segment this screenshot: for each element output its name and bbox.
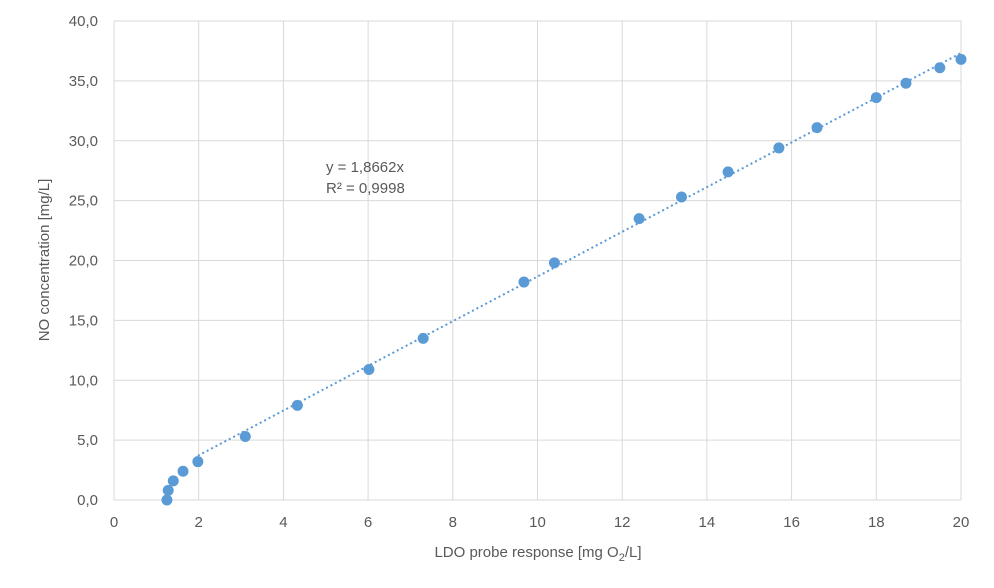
x-tick-label: 0 bbox=[110, 514, 118, 531]
data-point bbox=[162, 484, 174, 496]
data-point bbox=[955, 53, 967, 65]
x-tick-label: 18 bbox=[868, 514, 885, 531]
data-point bbox=[167, 475, 179, 487]
trendline bbox=[197, 52, 962, 457]
x-axis-title: LDO probe response [mg O2/L] bbox=[434, 544, 641, 564]
data-point bbox=[177, 465, 189, 477]
x-tick-label: 20 bbox=[953, 514, 970, 531]
data-point bbox=[675, 191, 687, 203]
y-tick-label: 20,0 bbox=[69, 253, 98, 270]
data-point bbox=[161, 494, 173, 506]
y-tick-label: 30,0 bbox=[69, 133, 98, 150]
y-tick-label: 15,0 bbox=[69, 312, 98, 329]
tick-labels: 0,0 5,0 10,0 15,0 20,0 25,0 30,0 35,0 40,0 0 2 4 6 8 1… bbox=[69, 13, 970, 531]
trendline-equation: y = 1,8662x bbox=[326, 159, 404, 176]
data-point bbox=[417, 332, 429, 344]
data-point bbox=[518, 276, 530, 288]
x-tick-label: 10 bbox=[529, 514, 546, 531]
x-tick-label: 6 bbox=[364, 514, 372, 531]
data-point bbox=[773, 142, 785, 154]
data-point bbox=[291, 399, 303, 411]
grid bbox=[113, 20, 962, 501]
y-tick-label: 40,0 bbox=[69, 13, 98, 30]
data-point bbox=[811, 122, 823, 134]
x-tick-label: 8 bbox=[449, 514, 457, 531]
y-tick-label: 25,0 bbox=[69, 193, 98, 210]
x-tick-label: 12 bbox=[614, 514, 631, 531]
y-tick-label: 0,0 bbox=[77, 492, 98, 509]
y-axis-title: NO concentration [mg/L] bbox=[36, 179, 53, 342]
data-point bbox=[934, 62, 946, 74]
x-tick-label: 16 bbox=[783, 514, 800, 531]
y-tick-label: 5,0 bbox=[77, 432, 98, 449]
data-point bbox=[870, 92, 882, 104]
data-point bbox=[239, 431, 251, 443]
trendline-layer bbox=[197, 52, 962, 457]
trendline-r-squared: R² = 0,9998 bbox=[326, 180, 405, 197]
data-point bbox=[722, 166, 734, 178]
x-tick-label: 2 bbox=[195, 514, 203, 531]
x-tick-label: 4 bbox=[279, 514, 287, 531]
data-point bbox=[633, 213, 645, 225]
data-point bbox=[548, 257, 560, 269]
data-point bbox=[363, 363, 375, 375]
y-tick-label: 10,0 bbox=[69, 372, 98, 389]
data-point bbox=[192, 456, 204, 468]
x-tick-label: 14 bbox=[699, 514, 716, 531]
data-points bbox=[161, 53, 967, 506]
y-tick-label: 35,0 bbox=[69, 73, 98, 90]
data-point bbox=[900, 77, 912, 89]
